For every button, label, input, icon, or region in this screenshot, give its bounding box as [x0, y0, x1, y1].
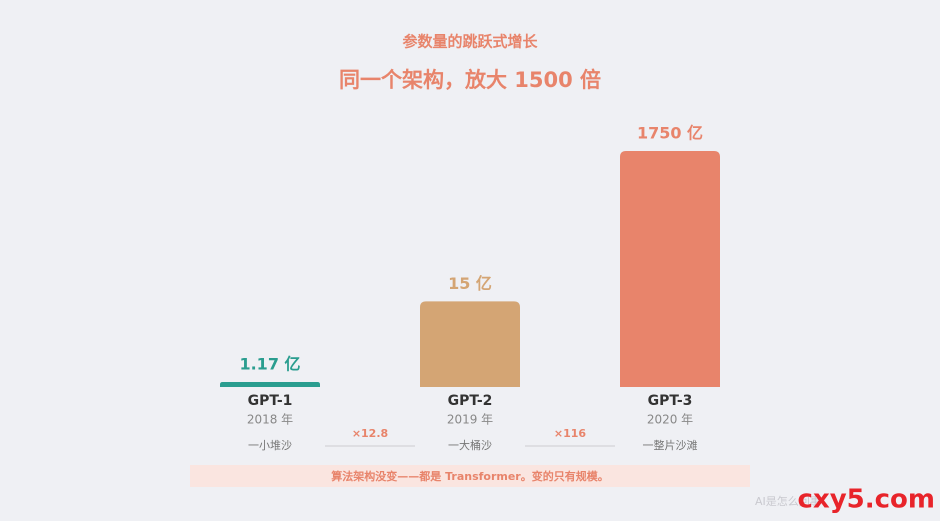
description: 一整片沙滩 — [643, 438, 698, 452]
watermark-text: AI是怎么回事 — [755, 494, 821, 508]
description: 一小堆沙 — [248, 439, 292, 452]
x-tick-label: GPT-1 — [248, 393, 293, 409]
description: 一大桶沙 — [448, 438, 492, 452]
x-tick-label: GPT-2 — [448, 393, 493, 409]
watermark-logo: cxy5.com — [798, 485, 935, 515]
year-label: 2020 年 — [647, 413, 693, 427]
value-label: 1.17 亿 — [239, 355, 300, 374]
note-band — [190, 465, 750, 487]
chart-title: 同一个架构，放大 1500 倍 — [339, 68, 601, 92]
bar — [420, 301, 520, 387]
value-label: 15 亿 — [448, 274, 492, 293]
year-label: 2019 年 — [447, 413, 493, 427]
multiplier: ×116 — [554, 427, 587, 440]
multiplier: ×12.8 — [352, 427, 388, 440]
year-label: 2018 年 — [247, 413, 293, 427]
bar — [220, 382, 320, 387]
x-tick-label: GPT-3 — [648, 393, 693, 409]
note: 算法架构没变——都是 Transformer。变的只有规模。 — [330, 469, 608, 483]
value-label: 1750 亿 — [637, 124, 703, 143]
chart-subtitle: 参数量的跳跃式增长 — [402, 33, 538, 51]
bar — [620, 151, 720, 387]
